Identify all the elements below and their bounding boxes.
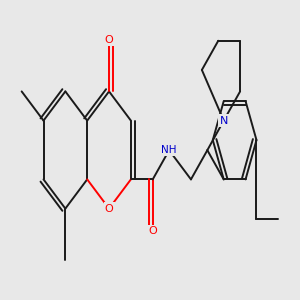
Text: O: O bbox=[105, 34, 113, 44]
Text: O: O bbox=[148, 226, 157, 236]
Text: NH: NH bbox=[161, 145, 177, 155]
Text: N: N bbox=[220, 116, 228, 126]
Text: O: O bbox=[105, 204, 113, 214]
